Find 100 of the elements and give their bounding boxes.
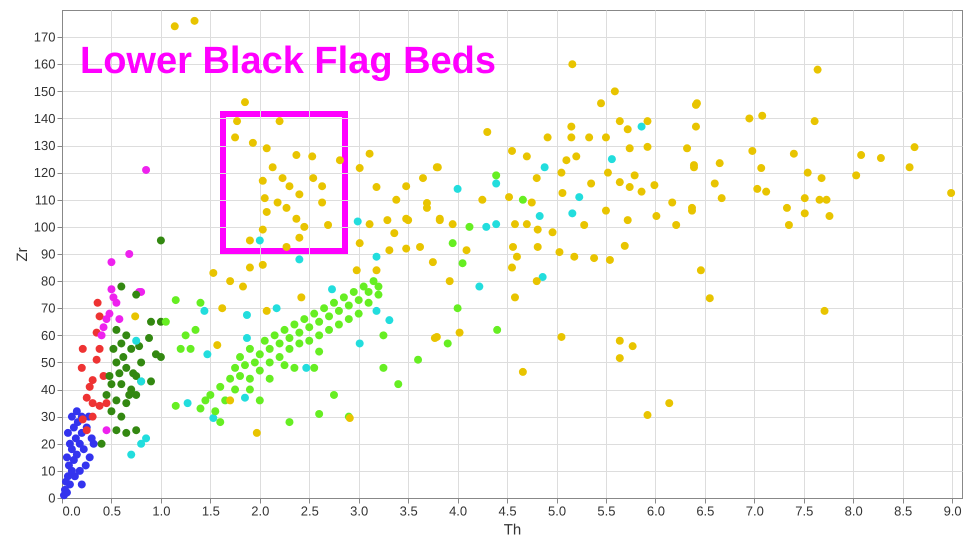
point <box>96 402 104 410</box>
point <box>109 344 118 353</box>
point <box>76 466 84 475</box>
point <box>119 353 128 362</box>
point <box>92 356 101 364</box>
x-tick-label: 4.0 <box>449 504 468 518</box>
point <box>638 122 646 131</box>
point <box>147 377 156 386</box>
x-tick-label: 3.0 <box>350 504 368 518</box>
point <box>125 250 134 258</box>
point <box>70 424 78 432</box>
point <box>184 399 192 408</box>
point <box>203 350 212 358</box>
point <box>117 339 126 348</box>
point <box>78 415 87 424</box>
y-tick-label: 140 <box>34 110 56 126</box>
point <box>96 312 104 320</box>
point <box>242 334 251 342</box>
point <box>575 193 584 202</box>
point <box>82 394 91 402</box>
point <box>112 298 120 307</box>
point <box>72 407 81 416</box>
point <box>62 453 71 462</box>
point <box>105 372 114 380</box>
x-tick-label: 8.5 <box>894 504 912 518</box>
point <box>107 380 116 388</box>
point <box>145 334 154 342</box>
point <box>132 390 140 399</box>
point <box>137 358 146 366</box>
point <box>302 364 310 372</box>
point <box>102 399 111 408</box>
x-tick-label: 3.5 <box>400 504 418 518</box>
point <box>64 428 72 437</box>
point <box>68 412 76 421</box>
point <box>80 445 88 454</box>
point <box>105 310 114 318</box>
point <box>540 163 549 172</box>
point <box>132 290 140 299</box>
point <box>137 440 146 448</box>
point <box>117 282 126 291</box>
annotation: Lower Black Flag Beds <box>80 40 496 82</box>
point <box>88 412 97 421</box>
y-tick-label: 70 <box>41 300 56 316</box>
point <box>142 166 150 174</box>
point <box>132 336 140 345</box>
point <box>328 285 336 294</box>
x-tick-label: 9.0 <box>944 504 962 518</box>
point <box>122 399 130 408</box>
point <box>96 344 104 353</box>
x-axis-title: Th <box>504 522 522 538</box>
point <box>209 414 218 422</box>
x-tick-label: 6.5 <box>696 504 714 518</box>
point <box>372 306 381 315</box>
x-tick-label: 0.0 <box>62 504 81 518</box>
y-tick-label: 90 <box>41 246 56 262</box>
point <box>82 461 90 470</box>
point <box>240 394 249 402</box>
point <box>200 306 208 315</box>
point <box>142 434 150 442</box>
point <box>475 282 484 291</box>
y-axis-title: Zr <box>14 247 31 262</box>
point <box>102 426 111 434</box>
point <box>272 304 281 312</box>
point <box>295 255 304 264</box>
point <box>107 285 116 294</box>
y-tick-label: 120 <box>34 165 56 180</box>
point <box>88 376 97 384</box>
point <box>568 209 576 218</box>
y-tick-label: 130 <box>34 138 56 154</box>
point <box>78 364 86 372</box>
point <box>98 440 106 448</box>
point <box>356 339 364 348</box>
point <box>112 396 120 404</box>
point <box>492 180 500 188</box>
y-tick-label: 40 <box>41 382 56 398</box>
y-tick-label: 110 <box>34 192 56 208</box>
point <box>94 298 102 307</box>
x-tick-label: 0.5 <box>102 504 121 518</box>
point <box>76 440 84 448</box>
point <box>125 390 134 399</box>
point <box>122 364 130 372</box>
x-tick-label: 7.0 <box>746 504 764 518</box>
y-tick-label: 150 <box>34 84 56 99</box>
point <box>64 461 73 470</box>
x-tick-label: 2.0 <box>251 504 270 518</box>
point <box>127 450 136 459</box>
point <box>98 331 106 340</box>
point <box>117 380 126 388</box>
point <box>112 326 120 334</box>
y-tick-label: 80 <box>41 274 56 289</box>
point <box>454 184 462 193</box>
point <box>107 258 116 266</box>
point <box>122 331 130 340</box>
point <box>86 382 94 391</box>
y-tick-label: 60 <box>41 328 56 343</box>
point <box>354 217 362 226</box>
point <box>372 252 381 261</box>
x-tick-label: 5.0 <box>548 504 566 518</box>
point <box>107 407 116 416</box>
point <box>156 353 165 362</box>
